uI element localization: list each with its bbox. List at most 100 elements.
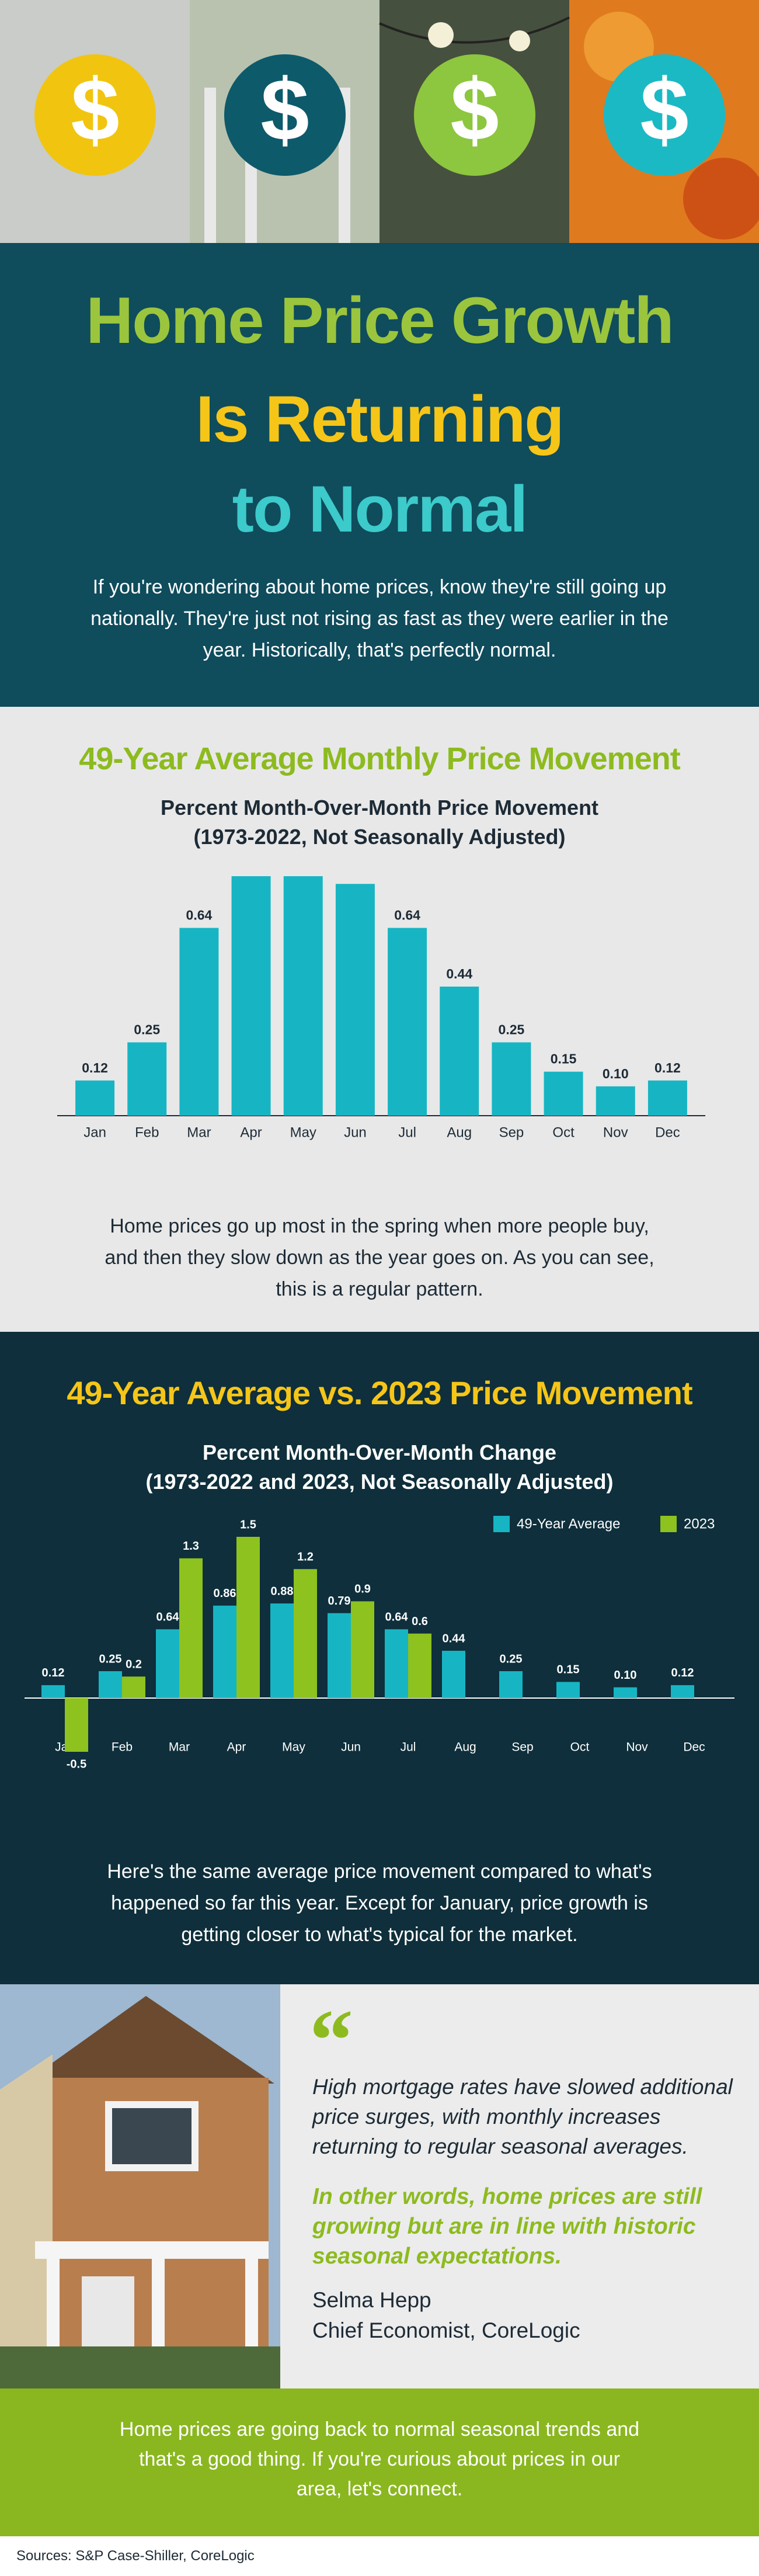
x-tick-label: Sep [499,1124,524,1140]
bar [556,1682,580,1698]
x-tick-label: Feb [112,1741,133,1754]
value-label: 0.64 [156,1611,180,1624]
bar [283,876,323,1116]
value-label: 0.12 [654,1060,681,1075]
x-tick-label: Jun [344,1124,367,1140]
quote-mark: “ [309,1992,353,2089]
value-label: 0.25 [134,1022,160,1037]
x-tick-label: May [290,1124,316,1140]
legend-label: 2023 [684,1516,715,1532]
bar [122,1676,145,1698]
x-tick-label: Apr [227,1741,246,1754]
value-label: 1.3 [183,1540,199,1553]
x-tick-label: Apr [240,1124,262,1140]
bar [385,1629,408,1698]
value-label: 0.12 [42,1667,65,1679]
dollar-icon: $ [71,61,119,159]
value-label: 0.79 [342,876,368,879]
x-tick-label: Nov [626,1741,648,1754]
x-tick-label: Feb [135,1124,159,1140]
bar [213,1605,236,1698]
value-label: 0.15 [551,1051,577,1067]
value-label: 0.64 [385,1611,409,1624]
legend-label: 49-Year Average [517,1516,620,1532]
bar [492,1042,531,1116]
value-label: 0.25 [500,1652,523,1665]
bar [440,987,479,1116]
quote-section: “ High mortgage rates have slowed additi… [0,1984,759,2388]
quote-role: Chief Economist, CoreLogic [312,2318,580,2342]
value-label: 0.12 [671,1667,694,1679]
value-label: 0.64 [394,908,420,923]
bar [127,1042,167,1116]
value-label: 0.10 [603,1066,629,1081]
chart-subtitle: Percent Month-Over-Month Price Movement [160,796,599,820]
photo-icons: $ $ $ $ [0,0,759,243]
bar [328,1613,351,1698]
x-tick-label: Jul [398,1124,416,1140]
value-label: -0.5 [67,1758,86,1770]
house-photo [0,1984,280,2388]
bar [499,1671,523,1698]
bar [596,1086,635,1116]
bar [408,1633,431,1698]
x-tick-label: Oct [570,1741,590,1754]
value-label: 1.2 [297,1550,314,1563]
x-tick-label: May [282,1741,305,1754]
bar [351,1601,374,1698]
value-label: 0.15 [557,1664,580,1676]
chart-section: 49-Year Average Monthly Price Movement P… [0,707,759,1332]
chart-title: 49-Year Average vs. 2023 Price Movement [67,1374,692,1411]
bar [388,928,427,1116]
chart-caption: Here's the same average price movement c… [107,1860,652,1946]
x-tick-label: Oct [552,1124,575,1140]
x-tick-label: Aug [454,1741,476,1754]
sources: Sources: S&P Case-Shiller, CoreLogic [16,2548,255,2564]
bar [41,1685,65,1698]
x-tick-label: Nov [603,1124,628,1140]
value-label: 0.79 [328,1595,351,1608]
x-tick-label: Jun [341,1741,361,1754]
chart-title: 49-Year Average Monthly Price Movement [79,741,680,776]
bar [179,928,219,1116]
bar [179,1558,203,1698]
x-tick-label: Sep [511,1741,533,1754]
value-label: 1.5 [240,1518,256,1531]
value-label: 0.86 [214,1587,236,1600]
value-label: 0.44 [443,1632,466,1645]
value-label: 0.88 [271,1585,294,1598]
value-label: 0.9 [354,1583,371,1596]
legend-swatch [660,1516,677,1532]
quote-name: Selma Hepp [312,2288,431,2312]
x-tick-label: Dec [655,1124,680,1140]
value-label: 0.10 [614,1669,637,1682]
bar [335,884,375,1116]
chart-subtitle: (1973-2022 and 2023, Not Seasonally Adju… [145,1470,614,1494]
title-line: to Normal [232,473,528,546]
bar [65,1698,88,1752]
bar [99,1671,122,1698]
bar [614,1687,637,1698]
bar [75,1080,115,1116]
value-label: 0.64 [186,908,213,923]
grouped-bar-chart: Jan0.12-0.5Feb0.250.2Mar0.641.3Apr0.861.… [25,1516,734,1770]
bar [236,1537,260,1698]
value-label: 0.25 [499,1022,525,1037]
chart-caption: Home prices go up most in the spring whe… [105,1215,654,1300]
value-label: 0.25 [99,1652,122,1665]
chart-subtitle: Percent Month-Over-Month Change [202,1440,556,1464]
quote-text: High mortgage rates have slowed addition… [312,2075,733,2158]
footer-text: Home prices are going back to normal sea… [119,2418,640,2500]
dollar-icon: $ [260,61,309,159]
title-line: Is Returning [196,383,564,456]
value-label: 0.6 [412,1615,428,1628]
bar [156,1629,179,1698]
bar [671,1685,694,1698]
legend-swatch [493,1516,510,1532]
intro-text: If you're wondering about home prices, k… [90,576,669,661]
bar [270,1603,294,1698]
quote-emphasis: In other words, home prices are still gr… [312,2184,702,2269]
title-line: Home Price Growth [86,284,674,357]
bar [544,1071,583,1116]
